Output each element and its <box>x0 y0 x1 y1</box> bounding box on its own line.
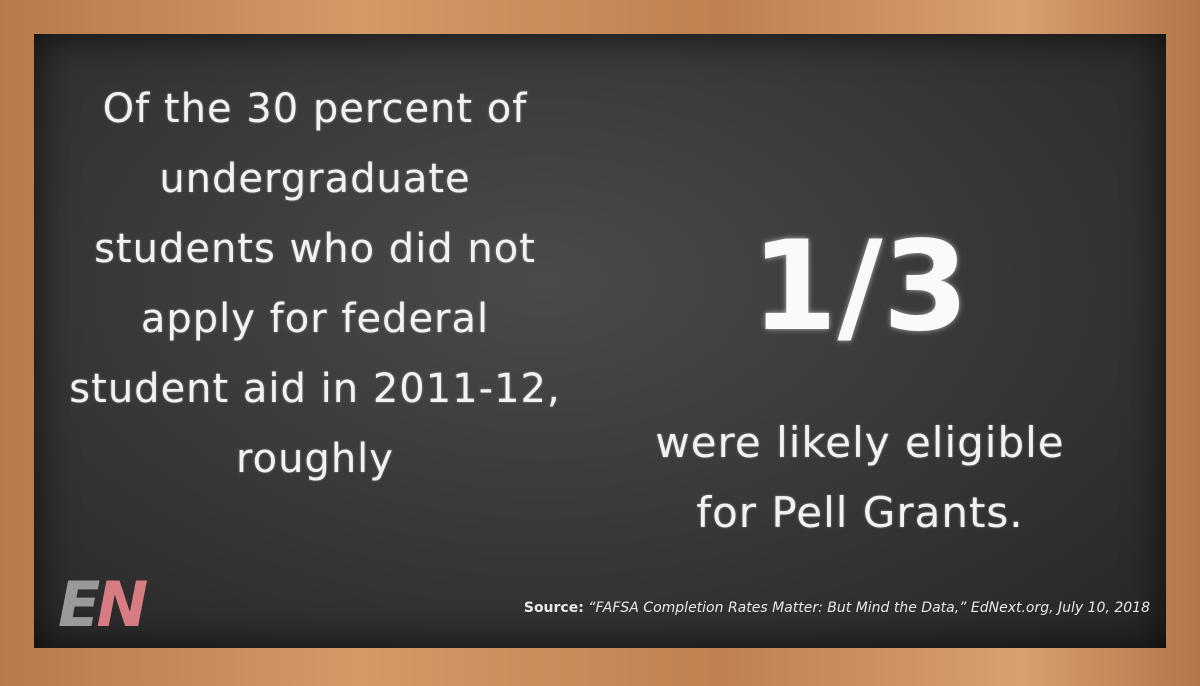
highlight-fraction: 1/3 <box>751 215 969 359</box>
left-line: roughly <box>236 436 394 482</box>
logo: EN <box>58 568 148 641</box>
left-line: students who did not <box>94 226 536 272</box>
right-line: for Pell Grants. <box>696 488 1024 537</box>
right-line: were likely eligible <box>655 418 1065 467</box>
chalkboard <box>34 34 1166 648</box>
source-note: Source: “FAFSA Completion Rates Matter: … <box>524 600 1150 616</box>
left-line: student aid in 2011-12, <box>69 366 561 412</box>
source-text: “FAFSA Completion Rates Matter: But Mind… <box>588 600 1150 616</box>
source-label: Source: <box>523 600 584 616</box>
left-line: Of the 30 percent of <box>102 86 528 132</box>
logo-letter: N <box>96 568 148 641</box>
logo-letter: E <box>58 568 100 641</box>
left-line: undergraduate <box>159 156 471 202</box>
left-line: apply for federal <box>140 296 490 342</box>
